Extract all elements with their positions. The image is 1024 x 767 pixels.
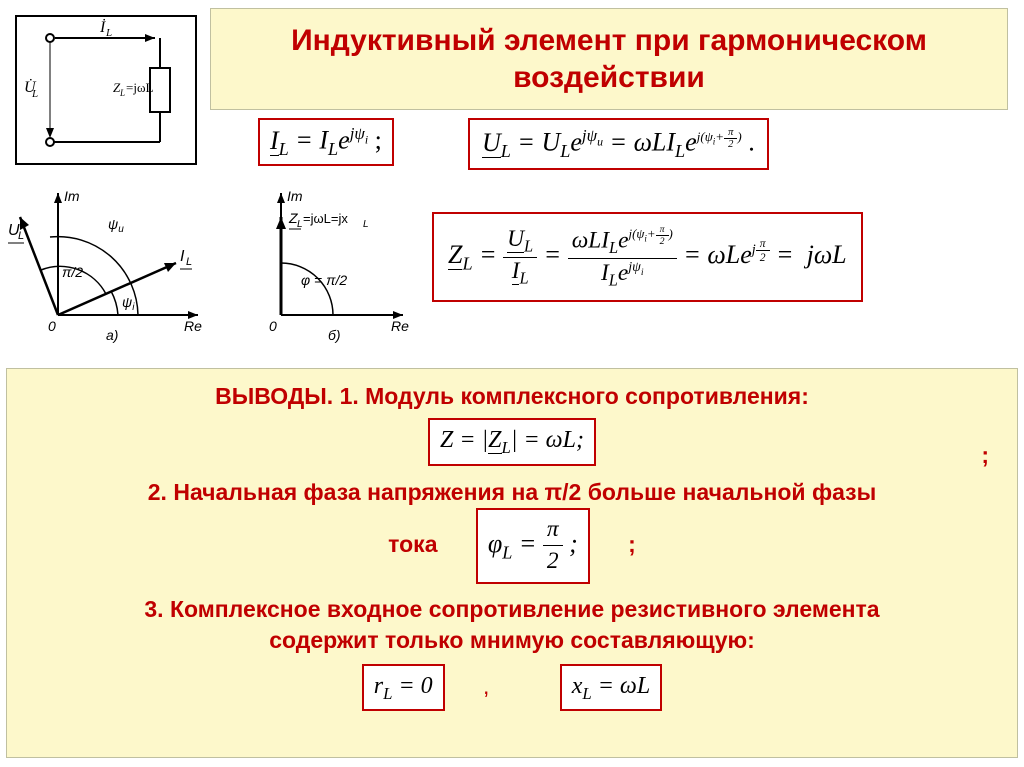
svg-text:L: L [186,256,192,268]
circuit-diagram: İ L U̇ L Z L =jωL [10,10,205,170]
svg-text:L: L [105,27,112,39]
conclusion-3-line1: 3. Комплексное входное сопротивление рез… [29,594,995,625]
conclusion-1-text: 1. Модуль комплексного сопротивления: [340,383,809,409]
conclusions-box: ВЫВОДЫ. 1. Модуль комплексного сопротивл… [6,368,1018,758]
svg-text:Re: Re [391,318,409,334]
svg-text:L: L [297,219,303,230]
conclusion-2-line1: 2. Начальная фаза напряжения на π/2 боль… [29,477,995,508]
svg-text:İ: İ [99,18,106,36]
svg-text:Im: Im [64,188,80,204]
svg-text:L: L [31,88,38,100]
conclusion-2-word: тока [388,531,437,557]
svg-text:а): а) [106,327,118,343]
svg-text:Im: Im [287,188,303,204]
svg-text:L: L [363,219,369,230]
equation-current: IL = ILejψi ; [258,118,394,166]
equation-impedance: ZL = ULIL = ωLILej(ψi+π2) ILejψi = ωLejπ… [432,212,863,302]
svg-text:ψi: ψi [122,294,135,313]
phasor-diagrams: Im Re 0 I L U L ψi ψu π/2 а) [8,185,418,345]
svg-text:L: L [119,88,125,98]
svg-text:ψu: ψu [108,216,124,235]
svg-text:б): б) [328,327,341,343]
slide-title: Индуктивный элемент при гармоническом во… [211,22,1007,97]
equation-xL: xL = ωL [560,664,663,711]
equation-rL: rL = 0 [362,664,445,711]
trailing-semi-2: ; [628,531,636,557]
conclusions-header: ВЫВОДЫ. [215,383,333,409]
svg-text:=jωL=jx: =jωL=jx [303,211,348,226]
svg-text:0: 0 [269,318,277,334]
equation-phi: φL = π2 ; [476,508,590,584]
svg-text:Re: Re [184,318,202,334]
svg-text:I: I [180,248,185,265]
svg-text:π/2: π/2 [62,264,83,280]
svg-text:=jωL: =jωL [126,80,154,95]
conclusion-3-eq-row: rL = 0 , xL = ωL [29,664,995,711]
conclusion-line-1: ВЫВОДЫ. 1. Модуль комплексного сопротивл… [29,381,995,412]
comma-sep: , [483,673,489,699]
equation-z-modulus: Z = |ZL| = ωL; [428,418,596,465]
conclusion-3-line2: содержит только мнимую составляющую: [29,625,995,656]
conclusion-2-line2: тока φL = π2 ; ; [29,508,995,584]
svg-text:φ = π/2: φ = π/2 [301,272,347,288]
equation-voltage: UL = ULejψu = ωLILej(ψi+π2) . [468,118,769,170]
title-box: Индуктивный элемент при гармоническом во… [210,8,1008,110]
svg-text:L: L [18,230,24,242]
svg-text:0: 0 [48,318,56,334]
